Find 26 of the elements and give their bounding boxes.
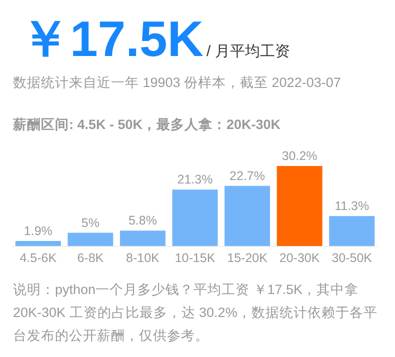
data-label: 5.8%: [128, 214, 157, 228]
bar: [329, 216, 375, 246]
x-tick-label: 8-10K: [126, 251, 160, 265]
x-tick-label: 20-30K: [279, 251, 320, 265]
bar: [68, 232, 114, 246]
x-tick-label: 6-8K: [77, 251, 104, 265]
bar: [224, 186, 270, 246]
chart-title: ￥17.5K: [20, 11, 204, 67]
chart-subtitle: / 月平均工资: [206, 43, 290, 60]
data-label: 11.3%: [334, 199, 370, 214]
data-label: 1.9%: [24, 224, 52, 238]
data-label: 21.3%: [177, 172, 213, 187]
text: 薪酬区间: 4.5K - 50K，最多人拿：20K-30K: [13, 116, 281, 134]
bar: [276, 166, 322, 246]
x-tick-label: 10-15K: [174, 251, 216, 265]
x-tick-label: 30-50K: [332, 251, 373, 265]
text: 说明：python一个月多少钱？平均工资 ￥17.5K，其中拿 20K-30K 工资的占比最多，达 30.2%，数据统计依赖于各平台发布的公开薪酬，仅供参考。: [13, 281, 378, 345]
data-label: 30.2%: [282, 149, 318, 163]
x-tick-label: 4.5-6K: [20, 251, 58, 265]
text: 数据统计来自近一年 19903 份样本，截至 2022-03-07: [13, 74, 341, 92]
bar: [172, 190, 218, 246]
x-tick-label: 15-20K: [227, 251, 268, 265]
data-label: 5%: [81, 216, 100, 230]
bar: [120, 230, 166, 246]
bar: [15, 240, 61, 246]
data-label: 22.7%: [230, 168, 266, 183]
